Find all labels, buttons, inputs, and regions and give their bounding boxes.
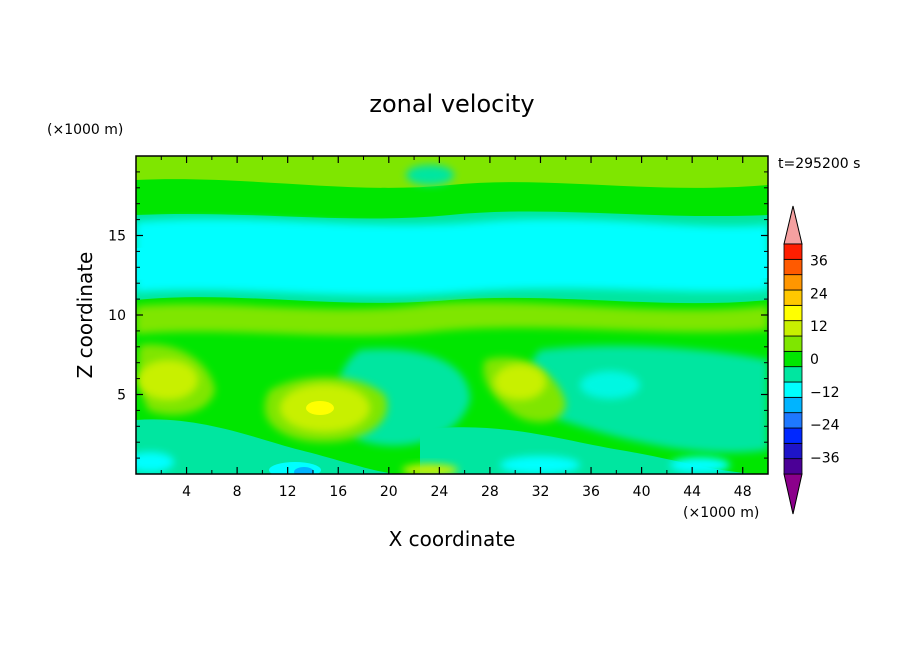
x-tick-label: 44	[683, 484, 701, 500]
colorbar-bin	[783, 289, 803, 306]
colorbar-bin	[783, 258, 803, 276]
colorbar-label: 36	[810, 253, 828, 269]
velocity-field	[136, 156, 768, 474]
colorbar-label: −12	[810, 385, 840, 401]
x-tick-label: 36	[582, 484, 600, 500]
colorbar-bin	[783, 458, 803, 475]
colorbar-bin	[783, 243, 803, 260]
y-axis-ticks: 5 10 15	[108, 171, 768, 459]
y-tick-label: 15	[108, 229, 126, 245]
x-axis-ticks: 4 8 12 16 20 24 28 32 36 40 44 48	[160, 156, 752, 500]
colorbar-label: 24	[810, 286, 828, 302]
colorbar: 36 24 12 0 −12 −24 −36	[783, 205, 840, 515]
colorbar-label: −24	[810, 418, 840, 434]
colorbar-bin	[783, 396, 803, 414]
time-label: t=295200 s	[778, 156, 860, 172]
x-tick-label: 24	[430, 484, 448, 500]
chart-title: zonal velocity	[369, 90, 534, 118]
colorbar-bin	[783, 335, 803, 352]
y-unit-label: (×1000 m)	[47, 122, 123, 138]
x-tick-label: 8	[233, 484, 242, 500]
x-tick-label: 4	[182, 484, 191, 500]
x-tick-label: 16	[329, 484, 347, 500]
x-axis-title: X coordinate	[389, 527, 516, 551]
x-tick-label: 40	[633, 484, 651, 500]
colorbar-bin	[783, 427, 803, 444]
colorbar-bin	[783, 304, 803, 322]
x-tick-label: 32	[532, 484, 550, 500]
y-tick-label: 5	[117, 388, 126, 404]
colorbar-bin	[783, 381, 803, 398]
x-unit-label: (×1000 m)	[683, 505, 759, 521]
colorbar-min-arrow	[783, 473, 803, 515]
x-tick-label: 48	[734, 484, 752, 500]
colorbar-bin	[783, 412, 803, 429]
colorbar-bin	[783, 274, 803, 291]
colorbar-label: 12	[810, 319, 828, 335]
colorbar-label: 0	[810, 352, 819, 368]
y-axis-title: Z coordinate	[73, 252, 97, 379]
x-tick-label: 20	[380, 484, 398, 500]
colorbar-bin	[783, 442, 803, 460]
x-tick-label: 12	[279, 484, 297, 500]
colorbar-bin	[783, 320, 803, 337]
colorbar-label: −36	[810, 451, 840, 467]
colorbar-bin	[783, 366, 803, 383]
colorbar-max-arrow	[783, 205, 803, 245]
x-tick-label: 28	[481, 484, 499, 500]
y-tick-label: 10	[108, 308, 126, 324]
colorbar-bin	[783, 350, 803, 368]
